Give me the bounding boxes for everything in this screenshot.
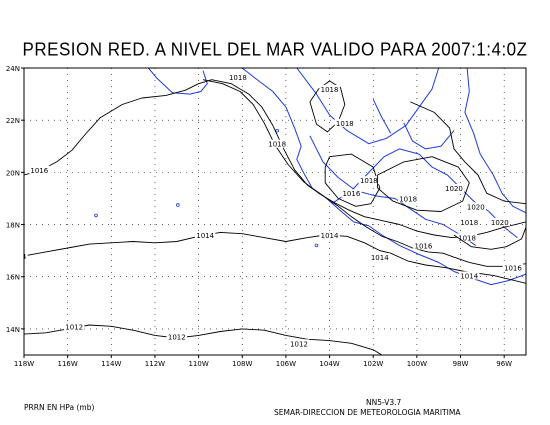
- isobar-label: 1016: [504, 265, 522, 273]
- isobar-label: 1018: [268, 141, 286, 149]
- isobar-label: 1014: [321, 232, 339, 240]
- isobar-label: 1020: [491, 219, 509, 227]
- lon-tick-label: 108W: [232, 360, 252, 368]
- isobar-label-bg: [465, 202, 486, 211]
- state-border-2: [309, 135, 477, 246]
- isobar-1014: [24, 231, 526, 284]
- lon-tick-label: 110W: [188, 360, 208, 368]
- isobar-layer: 1012 1012 1012 1014 1014 1014 1014 1014 1016 1016…: [9, 73, 526, 355]
- isobar-label: 1018: [321, 86, 339, 94]
- isobar-label-bg: [502, 263, 524, 272]
- lon-tick-label: 96W: [496, 360, 512, 368]
- island-socorro: [176, 203, 180, 207]
- lon-tick-label: 118W: [14, 360, 34, 368]
- isobar-label: 1012: [290, 340, 308, 348]
- isobar-label: 1020: [445, 185, 463, 193]
- lon-tick-label: 106W: [276, 360, 296, 368]
- coast-mexico-west: [241, 68, 526, 286]
- map-frame: [23, 67, 527, 356]
- isobar-label-bg: [29, 165, 50, 174]
- isobar-label: 1018: [336, 120, 354, 128]
- isobar-label-bg: [341, 189, 362, 198]
- coast-gulf: [464, 68, 526, 214]
- island-clarion: [94, 213, 98, 218]
- isobar-label: 1018: [458, 235, 476, 243]
- isobar-1018: [202, 79, 526, 239]
- isobar-label-bg: [194, 230, 216, 239]
- isobar-label: 1018: [360, 177, 378, 185]
- isobar-label-bg: [397, 194, 419, 203]
- isobar-label: 1014: [460, 272, 478, 280]
- isobar-label-bg: [319, 84, 340, 93]
- isobar-1016: [24, 79, 526, 267]
- isobar-label: 1014: [371, 254, 389, 262]
- state-border-4: [403, 122, 455, 150]
- isobar-label: 1012: [65, 323, 83, 331]
- lat-tick-label: 16N: [6, 274, 20, 282]
- coast-mainland-pacific: [148, 68, 208, 95]
- isobar-1018-central: [324, 153, 381, 207]
- isobar-label-bg: [166, 332, 187, 341]
- isobar-label-bg: [266, 139, 288, 148]
- isobar-1018-gulf: [410, 101, 526, 205]
- lon-tick-label: 114W: [101, 360, 121, 368]
- state-border-3: [331, 148, 518, 238]
- lon-tick-label: 116W: [58, 360, 78, 368]
- isobar-label-bg: [64, 322, 85, 331]
- isobar-label-bg: [227, 73, 249, 82]
- isobar-label-bg: [334, 118, 356, 127]
- isobar-label-bg: [413, 241, 434, 250]
- isobar-label: 1016: [342, 190, 360, 198]
- isobar-label: 1020: [467, 203, 485, 211]
- lat-tick-label: 14N: [6, 326, 20, 334]
- lat-lon-grid: [23, 67, 526, 355]
- isobar-1012: [24, 324, 383, 355]
- state-border-5: [372, 99, 392, 134]
- island-maria: [275, 128, 279, 133]
- isobar-label: 1018: [399, 195, 417, 203]
- isobar-label-bg: [456, 233, 478, 242]
- lat-tick-label: 22N: [6, 117, 20, 125]
- isobar-label: 1016: [30, 167, 48, 175]
- lon-tick-label: 104W: [319, 360, 339, 368]
- isobar-1016-coast: [453, 227, 526, 250]
- units-note: PRRN EN HPa (mb): [24, 403, 95, 412]
- isobar-label-bg: [369, 253, 390, 262]
- organization-credit: SEMAR-DIRECCION DE METEOROLOGIA MARITIMA: [274, 408, 461, 417]
- axis-labels: 14N 16N 18N 20N 22N 24N 118W 116W 114W 112W 110W 10…: [6, 65, 512, 368]
- isobar-label: 1018: [460, 219, 478, 227]
- isobar-label: 1014: [9, 253, 27, 261]
- isobar-label-bg: [459, 217, 480, 226]
- isobar-label: 1018: [229, 74, 247, 82]
- isobar-label: 1012: [168, 334, 186, 342]
- isobar-label-bg: [443, 184, 465, 193]
- map-title: PRESION RED. A NIVEL DEL MAR VALIDO PARA…: [22, 39, 528, 60]
- isobar-label: 1016: [415, 242, 433, 250]
- isobar-label-bg: [358, 176, 380, 185]
- model-version: NN5-V3.7: [366, 398, 402, 407]
- lat-tick-label: 24N: [6, 65, 20, 73]
- isobar-label-bg: [319, 230, 340, 239]
- isobar-label-bg: [459, 271, 480, 280]
- isobar-label-bg: [288, 339, 310, 348]
- isobar-1020: [377, 156, 470, 212]
- isobar-label-bg: [24, 251, 28, 260]
- lon-tick-label: 98W: [453, 360, 469, 368]
- island-revilla: [314, 243, 319, 248]
- lon-tick-label: 112W: [145, 360, 165, 368]
- lat-tick-label: 20N: [6, 169, 20, 177]
- state-border-1: [296, 68, 440, 145]
- lon-tick-label: 100W: [407, 360, 427, 368]
- lat-tick-label: 18N: [6, 222, 20, 230]
- lon-tick-label: 102W: [363, 360, 383, 368]
- isobar-label: 1014: [196, 232, 214, 240]
- isobar-label-bg: [489, 217, 511, 226]
